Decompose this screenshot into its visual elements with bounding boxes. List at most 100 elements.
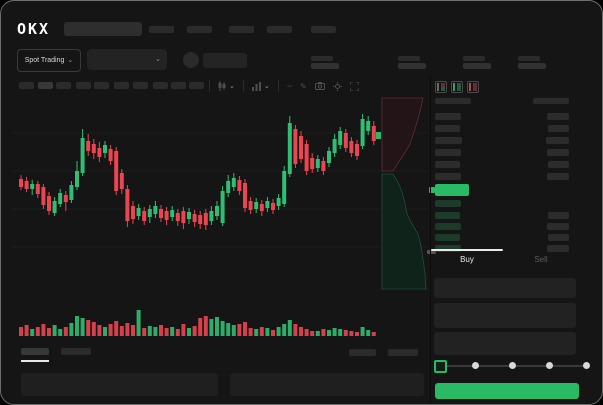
slider-step-100[interactable] — [583, 362, 590, 369]
volume-bar — [209, 319, 214, 336]
nav-item-3[interactable] — [229, 26, 254, 33]
timeframe-button-3[interactable] — [56, 82, 71, 89]
ask-price-placeholder[interactable] — [435, 125, 460, 132]
slider-step-75[interactable] — [546, 362, 553, 369]
volume-bar — [119, 326, 124, 336]
bottom-tab-2[interactable] — [61, 348, 91, 355]
bid-price-placeholder[interactable] — [435, 200, 461, 207]
pair-selector-dropdown[interactable]: ⌄ — [87, 49, 167, 70]
tab-sell[interactable]: Sell — [534, 255, 548, 264]
ask-price-placeholder[interactable] — [435, 149, 461, 156]
buy-tab-indicator — [431, 249, 503, 251]
candle-type-dropdown[interactable]: ⌄ — [218, 81, 235, 91]
timeframe-button-10[interactable] — [189, 82, 204, 89]
volume-bar — [237, 324, 242, 336]
price-input[interactable] — [434, 278, 576, 298]
volume-bar — [114, 321, 119, 336]
chevron-down-icon: ⌄ — [229, 82, 235, 90]
ask-price-placeholder[interactable] — [435, 137, 462, 144]
candle-body — [360, 119, 365, 146]
orderbook-view-asks-icon[interactable] — [467, 81, 479, 93]
timeframe-button-6[interactable] — [114, 82, 129, 89]
indicator-icon — [251, 81, 261, 91]
timeframe-button-4[interactable] — [76, 82, 91, 89]
volume-bar — [80, 318, 85, 336]
ask-price-placeholder[interactable] — [435, 173, 461, 180]
ask-amount-placeholder — [548, 161, 569, 168]
volume-bar — [52, 325, 57, 336]
draw-pencil-icon[interactable]: ✎ — [300, 81, 307, 91]
candle-body — [63, 195, 68, 202]
market-type-label: Spot Trading — [24, 57, 65, 64]
amount-input[interactable] — [434, 303, 576, 328]
volume-bar — [147, 326, 152, 336]
volume-bar — [220, 321, 225, 336]
search-input[interactable] — [64, 22, 142, 36]
nav-item-2[interactable] — [187, 26, 212, 33]
volume-bar — [97, 325, 102, 336]
volume-bar — [24, 325, 29, 336]
slider-step-25[interactable] — [472, 362, 479, 369]
bottom-tab-active[interactable] — [21, 348, 49, 355]
timeframe-button-8[interactable] — [153, 82, 168, 89]
tab-buy[interactable]: Buy — [460, 255, 474, 264]
candle-body — [47, 196, 51, 211]
bid-price-placeholder[interactable] — [435, 245, 461, 252]
volume-bar — [276, 327, 281, 336]
candle-body — [58, 193, 63, 204]
bid-amount-placeholder — [548, 234, 569, 241]
candle-body — [97, 148, 102, 157]
timeframe-button-9[interactable] — [171, 82, 186, 89]
volume-bar — [248, 328, 253, 336]
timeframe-button-5[interactable] — [94, 82, 109, 89]
candle-body — [321, 161, 326, 171]
volume-bar — [131, 325, 135, 336]
nav-item-5[interactable] — [311, 26, 336, 33]
total-input[interactable] — [434, 332, 576, 355]
indicators-dropdown[interactable]: ⌄ — [251, 81, 270, 91]
volume-bar — [125, 323, 130, 336]
volume-bar — [265, 328, 270, 336]
candle-body — [276, 198, 281, 206]
volume-bar — [58, 329, 63, 336]
gear-settings-icon[interactable] — [332, 81, 342, 91]
candle-body — [271, 203, 275, 210]
camera-icon[interactable] — [314, 82, 325, 90]
bid-price-placeholder[interactable] — [435, 234, 460, 241]
bid-price-placeholder[interactable] — [435, 223, 461, 230]
bid-price-placeholder[interactable] — [435, 212, 460, 219]
orderbook-view-all-icon[interactable] — [435, 81, 447, 93]
orderbook-view-bids-icon[interactable] — [451, 81, 463, 93]
bottom-action-1[interactable] — [349, 349, 376, 356]
volume-bar — [30, 329, 35, 336]
bid-amount-placeholder — [547, 245, 569, 252]
volume-bar — [159, 325, 163, 336]
ask-price-placeholder[interactable] — [435, 161, 460, 168]
market-type-selector[interactable]: Spot Trading ⌄ — [17, 49, 81, 72]
timeframe-button-7[interactable] — [133, 82, 148, 89]
volume-bar — [271, 330, 275, 336]
timeframe-button-2[interactable] — [38, 82, 53, 89]
ask-price-placeholder[interactable] — [435, 113, 461, 120]
candle-body — [19, 179, 23, 187]
toolbar-divider — [242, 80, 244, 92]
candle-body — [215, 206, 219, 216]
candle-body — [343, 133, 348, 148]
bottom-action-2[interactable] — [388, 349, 418, 356]
timeframe-button-1[interactable] — [19, 82, 34, 89]
nav-item-4[interactable] — [267, 26, 292, 33]
slider-step-50[interactable] — [509, 362, 516, 369]
depth-axis-tag — [427, 250, 436, 254]
volume-bar — [136, 310, 141, 336]
candle-body — [131, 206, 135, 219]
chevron-down-icon: ⌄ — [263, 82, 270, 90]
line-tool-icon[interactable]: ~ — [286, 81, 293, 91]
candle-body — [187, 212, 191, 219]
nav-item-1[interactable] — [149, 26, 174, 33]
candle-body — [349, 141, 354, 153]
slider-handle[interactable] — [434, 360, 447, 373]
bottom-tab-indicator — [21, 360, 49, 362]
buy-submit-button[interactable] — [435, 383, 579, 399]
